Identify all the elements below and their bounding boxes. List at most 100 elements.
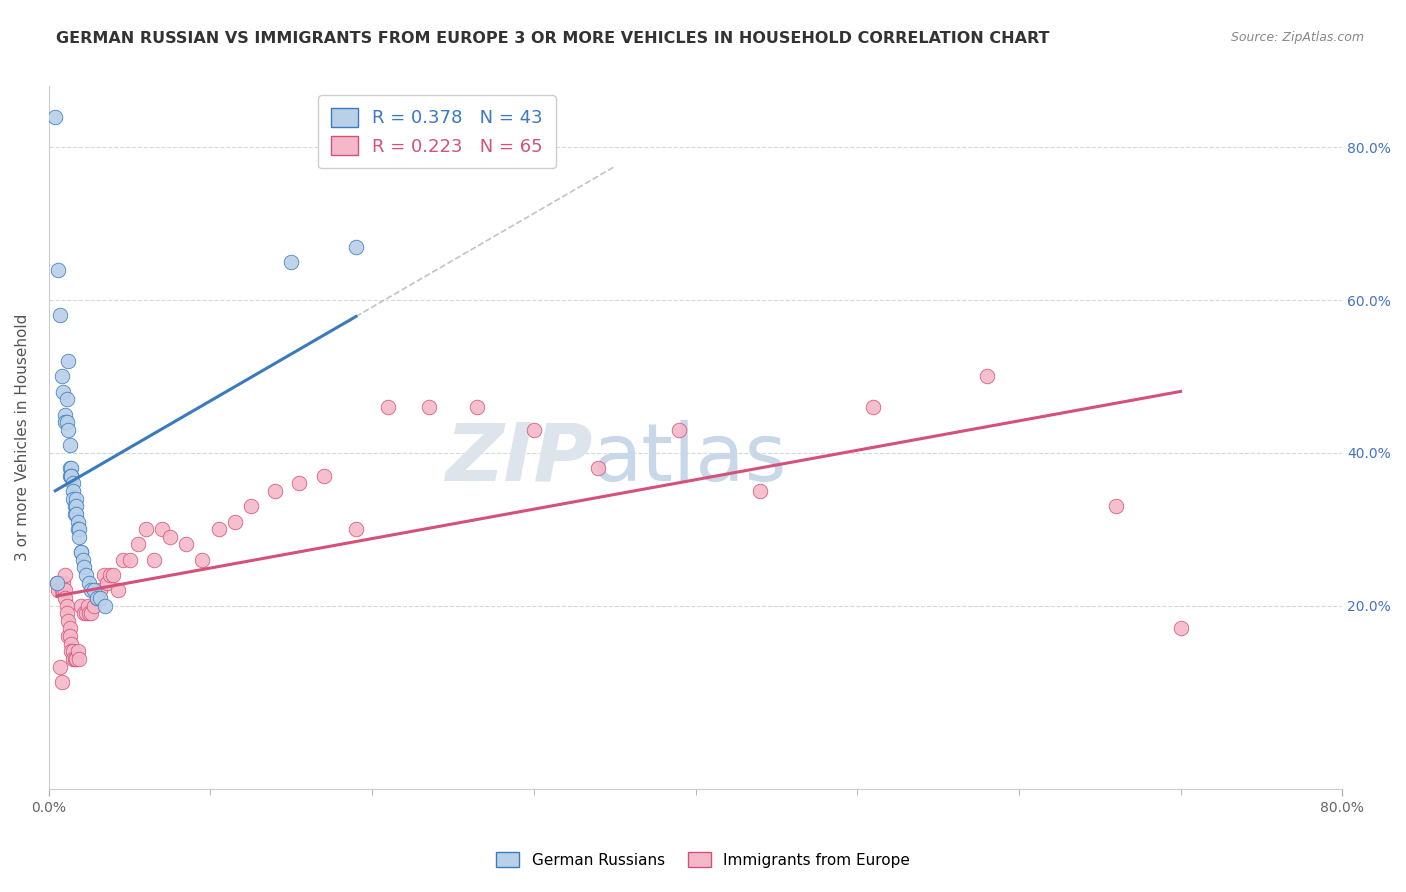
Point xyxy=(75,606,97,620)
Point xyxy=(1105,500,1128,514)
Text: ZIP: ZIP xyxy=(444,419,592,498)
Point xyxy=(377,400,399,414)
Point xyxy=(344,240,367,254)
Point xyxy=(76,599,98,613)
Point xyxy=(62,652,84,666)
Point xyxy=(72,552,94,566)
Point xyxy=(55,599,77,613)
Point xyxy=(89,583,111,598)
Point xyxy=(280,255,302,269)
Point xyxy=(69,522,91,536)
Point xyxy=(94,599,117,613)
Point xyxy=(63,652,86,666)
Point xyxy=(77,575,100,590)
Y-axis label: 3 or more Vehicles in Household: 3 or more Vehicles in Household xyxy=(15,314,30,561)
Point xyxy=(66,522,89,536)
Text: GERMAN RUSSIAN VS IMMIGRANTS FROM EUROPE 3 OR MORE VEHICLES IN HOUSEHOLD CORRELA: GERMAN RUSSIAN VS IMMIGRANTS FROM EUROPE… xyxy=(56,31,1050,46)
Point xyxy=(83,599,105,613)
Point xyxy=(465,400,488,414)
Point xyxy=(44,110,66,124)
Point xyxy=(60,637,83,651)
Point xyxy=(80,583,103,598)
Point xyxy=(59,438,82,452)
Point xyxy=(66,515,89,529)
Point xyxy=(224,515,246,529)
Point xyxy=(53,568,76,582)
Point xyxy=(59,629,82,643)
Point xyxy=(51,369,73,384)
Legend: German Russians, Immigrants from Europe: German Russians, Immigrants from Europe xyxy=(489,844,917,875)
Point xyxy=(75,568,97,582)
Point xyxy=(45,575,67,590)
Point xyxy=(45,575,67,590)
Point xyxy=(56,423,79,437)
Point xyxy=(53,591,76,605)
Point xyxy=(523,423,546,437)
Point xyxy=(107,583,129,598)
Point xyxy=(49,309,72,323)
Point xyxy=(65,500,87,514)
Point xyxy=(312,468,335,483)
Point xyxy=(48,583,70,598)
Legend: R = 0.378   N = 43, R = 0.223   N = 65: R = 0.378 N = 43, R = 0.223 N = 65 xyxy=(318,95,555,169)
Point xyxy=(62,483,84,498)
Point xyxy=(239,500,262,514)
Point xyxy=(69,652,91,666)
Point xyxy=(73,560,96,574)
Point xyxy=(159,530,181,544)
Point xyxy=(56,614,79,628)
Point xyxy=(62,491,84,506)
Point xyxy=(55,392,77,407)
Point xyxy=(52,384,75,399)
Point xyxy=(86,591,108,605)
Point xyxy=(288,476,311,491)
Point xyxy=(127,537,149,551)
Point xyxy=(976,369,998,384)
Point xyxy=(191,552,214,566)
Point xyxy=(69,530,91,544)
Point xyxy=(65,491,87,506)
Point xyxy=(98,568,121,582)
Point xyxy=(103,568,125,582)
Point xyxy=(62,644,84,658)
Point xyxy=(142,552,165,566)
Point xyxy=(56,354,79,368)
Point xyxy=(862,400,884,414)
Point xyxy=(53,408,76,422)
Point xyxy=(112,552,135,566)
Point xyxy=(60,468,83,483)
Text: Source: ZipAtlas.com: Source: ZipAtlas.com xyxy=(1230,31,1364,45)
Point xyxy=(60,461,83,475)
Point xyxy=(63,500,86,514)
Point xyxy=(53,583,76,598)
Point xyxy=(264,483,287,498)
Point xyxy=(150,522,173,536)
Point xyxy=(89,591,111,605)
Point xyxy=(66,644,89,658)
Point xyxy=(65,507,87,521)
Point xyxy=(207,522,229,536)
Point xyxy=(62,476,84,491)
Point xyxy=(668,423,690,437)
Point xyxy=(52,575,75,590)
Point xyxy=(174,537,197,551)
Point xyxy=(588,461,610,475)
Point xyxy=(96,575,118,590)
Point xyxy=(53,415,76,429)
Point xyxy=(749,483,772,498)
Point xyxy=(77,606,100,620)
Point xyxy=(70,545,93,559)
Point xyxy=(59,622,82,636)
Point xyxy=(60,468,83,483)
Point xyxy=(51,583,73,598)
Point xyxy=(49,659,72,673)
Point xyxy=(118,552,141,566)
Point xyxy=(56,629,79,643)
Point xyxy=(135,522,157,536)
Point xyxy=(83,583,105,598)
Point xyxy=(48,262,70,277)
Point xyxy=(93,568,115,582)
Point xyxy=(70,599,93,613)
Point xyxy=(55,606,77,620)
Point xyxy=(65,652,87,666)
